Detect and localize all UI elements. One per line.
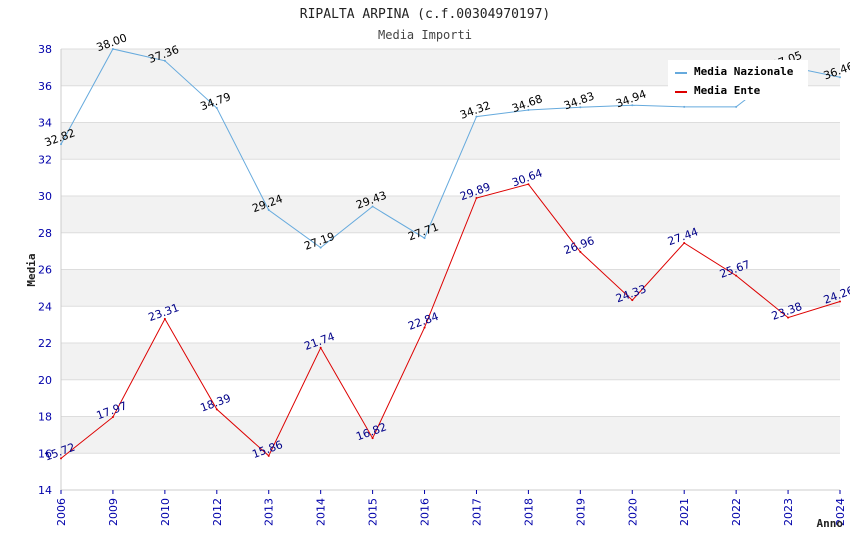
- data-point: [683, 242, 686, 245]
- data-point: [267, 454, 270, 457]
- data-point: [579, 106, 582, 109]
- series-line-media-nazionale: [60, 48, 841, 249]
- x-tick-label: 2014: [315, 498, 328, 526]
- data-point: [60, 143, 62, 146]
- data-label: 34.83: [562, 89, 596, 112]
- data-point: [163, 59, 166, 62]
- y-tick-label: 28: [38, 227, 52, 240]
- data-point: [423, 237, 426, 240]
- data-point: [735, 274, 738, 277]
- data-label: 15.72: [43, 441, 77, 464]
- grid-band: [61, 416, 840, 454]
- y-tick-label: 38: [38, 43, 52, 56]
- data-point: [475, 197, 478, 200]
- data-point: [683, 105, 686, 108]
- x-tick-label: 2018: [522, 498, 535, 526]
- y-tick-label: 18: [38, 411, 52, 424]
- data-point: [839, 76, 841, 79]
- x-tick-label: 2010: [159, 498, 172, 526]
- grid-band: [61, 343, 840, 380]
- x-tick-label: 2020: [626, 498, 639, 526]
- chart-title: RIPALTA ARPINA (c.f.00304970197): [300, 7, 550, 22]
- data-point: [60, 457, 62, 460]
- data-point: [631, 299, 634, 302]
- y-tick-labels: 14 16 18 20 22 24 26 28 30 32 34 36 38: [38, 43, 52, 497]
- data-label: 27.19: [302, 230, 336, 253]
- y-axis-label: Media: [25, 253, 38, 286]
- x-tick-label: 2016: [419, 498, 432, 526]
- x-tick-label: 2023: [782, 498, 795, 526]
- data-point: [527, 109, 530, 112]
- y-tick-label: 32: [38, 153, 52, 166]
- x-tick-label: 2012: [211, 498, 224, 526]
- y-tick-label: 20: [38, 374, 52, 387]
- data-label: 34.79: [199, 90, 233, 113]
- data-point: [839, 300, 841, 303]
- y-tick-label: 34: [38, 117, 52, 130]
- data-point: [371, 437, 374, 440]
- y-tick-label: 24: [38, 300, 52, 313]
- data-label: 34.94: [614, 87, 648, 110]
- x-tick-label: 2015: [367, 498, 380, 526]
- legend-box: [668, 60, 808, 100]
- x-tick-label: 2022: [730, 498, 743, 526]
- data-point: [111, 416, 114, 419]
- data-point: [319, 346, 322, 349]
- data-point: [475, 115, 478, 118]
- x-tick-label: 2017: [470, 498, 483, 526]
- y-tick-label: 22: [38, 337, 52, 350]
- grid-band: [61, 196, 840, 233]
- data-point: [371, 205, 374, 208]
- data-point: [267, 208, 270, 211]
- data-point: [787, 316, 790, 319]
- chart-subtitle: Media Importi: [378, 28, 472, 42]
- data-point: [579, 250, 582, 253]
- data-label: 34.68: [510, 92, 544, 115]
- x-tick-label: 2024: [834, 498, 847, 526]
- data-label: 30.64: [510, 166, 544, 189]
- x-tick-label: 2013: [263, 498, 276, 526]
- data-label: 26.96: [562, 234, 596, 257]
- x-tick-label: 2009: [107, 498, 120, 526]
- x-tick-labels: 2006 2009 2010 2012 2013 2014 2015 2016 2017 2018…: [55, 490, 847, 526]
- y-tick-label: 26: [38, 264, 52, 277]
- axes: [60, 49, 840, 491]
- legend-label-nazionale: Media Nazionale: [694, 65, 794, 78]
- grid-band: [61, 122, 840, 160]
- grid-band: [61, 269, 840, 307]
- x-tick-label: 2006: [55, 498, 68, 526]
- data-point: [527, 183, 530, 186]
- data-point: [423, 326, 426, 329]
- y-tick-label: 14: [38, 484, 52, 497]
- data-point: [631, 104, 634, 107]
- data-point: [215, 106, 218, 109]
- grid-bands: [61, 49, 840, 454]
- y-tick-label: 36: [38, 80, 52, 93]
- y-tick-label: 30: [38, 190, 52, 203]
- data-point: [319, 246, 322, 249]
- x-tick-label: 2019: [574, 498, 587, 526]
- data-label: 18.39: [199, 392, 233, 415]
- data-point: [215, 408, 218, 411]
- data-point: [111, 48, 114, 50]
- data-point: [163, 317, 166, 320]
- grid-lines: [61, 48, 840, 491]
- legend: Media Nazionale Media Ente: [668, 60, 808, 100]
- x-tick-label: 2021: [678, 498, 691, 526]
- x-axis-label: Anno: [817, 517, 844, 530]
- y-tick-label: 16: [38, 447, 52, 460]
- data-point: [735, 105, 738, 108]
- series-line-media-ente: [60, 183, 841, 459]
- series-lines: [60, 48, 841, 460]
- legend-label-ente: Media Ente: [694, 84, 761, 97]
